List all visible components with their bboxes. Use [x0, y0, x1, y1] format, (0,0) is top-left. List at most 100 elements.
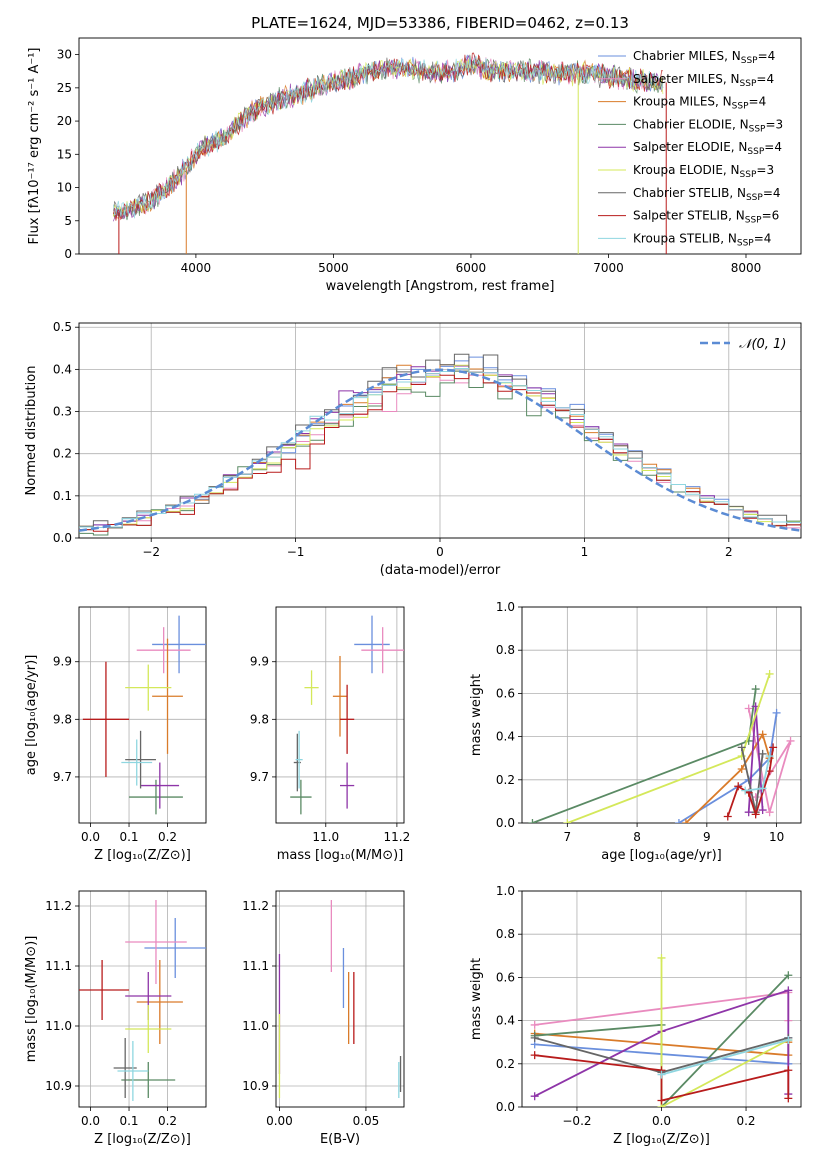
- weight-marker: [784, 1036, 793, 1045]
- weight-marker: [758, 806, 767, 815]
- x-tick-label: 0.0: [81, 830, 100, 844]
- y-tick-label: 0: [64, 247, 72, 261]
- weight-marker: [563, 819, 572, 823]
- y-tick-label: 0.0: [53, 531, 72, 545]
- spectrum-line: [113, 52, 664, 221]
- weight-marker: [758, 730, 767, 739]
- y-tick-label: 0.6: [496, 686, 515, 700]
- mass_age-chart: 11.0 11.2 9.7 9.8 9.9 mass [log₁₀(M/M⊙)]: [250, 606, 410, 863]
- z_mass-plot-area: [79, 900, 206, 1101]
- y-axis-label: mass [log₁₀(M/M⊙)]: [24, 936, 39, 1063]
- weight-marker: [530, 1051, 539, 1060]
- y-tick-label: 9.8: [250, 712, 269, 726]
- age_weight-plot-area: [528, 669, 795, 823]
- error-bar-point: [152, 615, 206, 674]
- y-tick-label: 9.9: [53, 655, 72, 669]
- x-tick-label: 8: [633, 830, 641, 844]
- x-tick-label: 9: [703, 830, 711, 844]
- x-axis-label: age [log₁₀(age/yr)]: [601, 848, 722, 863]
- spectrum-chart: 4000 5000 6000 7000 8000 0 5 10 15 20 25 30 waveleng…: [27, 37, 802, 294]
- weight-marker: [784, 1094, 793, 1103]
- weight-marker: [723, 812, 732, 821]
- weight-line: [566, 673, 771, 823]
- z_age-chart: 0.0 0.1 0.2 9.7 9.8 9.9 Z [log₁₀(Z/Z⊙)] age [lo…: [24, 606, 207, 863]
- weight-marker: [681, 819, 690, 823]
- error-bar-point: [136, 627, 191, 674]
- y-tick-label: 0.0: [496, 1100, 515, 1114]
- x-tick-label: 2: [725, 545, 733, 559]
- weight-marker: [751, 810, 760, 819]
- x-tick-label: 0.0: [81, 1114, 100, 1128]
- z_age-frame: [78, 606, 207, 824]
- z_mass-chart: 0.0 0.1 0.2 10.9 11.0 11.1 11.2 Z [log₁₀(Z/Z⊙)]…: [24, 890, 207, 1147]
- z_weight-plot-area: [530, 953, 793, 1107]
- legend-label: Salpeter STELIB, NSSP=6: [633, 209, 779, 226]
- x-tick-label: 10: [769, 830, 784, 844]
- y-axis-label: mass weight: [469, 674, 484, 756]
- y-tick-label: 10.9: [242, 1079, 269, 1093]
- y-tick-label: 0.0: [496, 816, 515, 830]
- weight-marker: [765, 669, 774, 678]
- spectrum-line: [113, 58, 664, 217]
- weight-marker: [734, 782, 743, 791]
- y-tick-label: 25: [57, 81, 72, 95]
- y-tick-label: 0.6: [496, 970, 515, 984]
- error-bar-point: [125, 1005, 172, 1053]
- y-tick-label: 0.1: [53, 489, 72, 503]
- x-tick-label: 6000: [456, 261, 487, 275]
- mass_age-frame: [275, 606, 405, 824]
- weight-marker: [657, 1070, 666, 1079]
- weight-marker: [744, 704, 753, 713]
- y-tick-label: 0.5: [53, 320, 72, 334]
- x-axis-label: Z [log₁₀(Z/Z⊙)]: [613, 1132, 710, 1147]
- x-tick-label: 8000: [731, 261, 762, 275]
- y-tick-label: 11.2: [45, 899, 72, 913]
- error-bar-point: [361, 627, 404, 674]
- x-tick-label: 0.2: [158, 830, 177, 844]
- y-tick-label: 9.8: [53, 712, 72, 726]
- y-tick-label: 9.7: [53, 770, 72, 784]
- x-tick-label: 0.1: [119, 1114, 138, 1128]
- error-bar-point: [354, 615, 390, 674]
- weight-marker: [758, 749, 767, 758]
- y-tick-label: 9.9: [250, 655, 269, 669]
- weight-marker: [751, 685, 760, 694]
- y-tick-label: 5: [64, 214, 72, 228]
- y-tick-label: 11.1: [242, 959, 269, 973]
- normal-curve: [79, 368, 801, 532]
- z_mass-frame: [78, 890, 207, 1108]
- y-tick-label: 11.2: [242, 899, 269, 913]
- y-tick-label: 0.4: [496, 730, 515, 744]
- x-tick-label: 0.2: [736, 1114, 755, 1128]
- y-tick-label: 20: [57, 114, 72, 128]
- y-tick-label: 30: [57, 48, 72, 62]
- weight-line: [532, 688, 757, 823]
- ebv_mass-plot-area: [278, 900, 402, 1098]
- x-tick-label: 0: [436, 545, 444, 559]
- residuals-chart: −2 −1 0 1 2 0.0 0.1 0.2 0.3 0.4 0.5 (data-model)/er…: [24, 320, 802, 578]
- x-tick-label: 11.0: [312, 830, 339, 844]
- error-bar-point: [136, 960, 183, 1044]
- legend-label: Chabrier STELIB, NSSP=4: [633, 186, 781, 203]
- y-axis-label: age [log₁₀(age/yr)]: [24, 655, 39, 776]
- weight-marker: [744, 808, 753, 817]
- ebv_mass-chart: 0.00 0.05 10.9 11.0 11.1 11.2 E(B-V): [242, 890, 405, 1147]
- x-tick-label: 0.2: [158, 1114, 177, 1128]
- x-tick-label: 4000: [181, 261, 212, 275]
- y-axis-label: mass weight: [469, 958, 484, 1040]
- y-tick-label: 0.4: [53, 362, 72, 376]
- y-tick-label: 15: [57, 147, 72, 161]
- weight-marker: [528, 819, 537, 823]
- error-bar-point: [82, 661, 130, 777]
- x-tick-label: 7: [564, 830, 572, 844]
- spectrum-line: [113, 56, 664, 219]
- error-bar-point: [121, 1062, 176, 1098]
- weight-marker: [737, 743, 746, 752]
- error-bar-point: [125, 900, 187, 984]
- legend-label: Kroupa STELIB, NSSP=4: [633, 231, 771, 248]
- legend-label: Chabrier ELODIE, NSSP=3: [633, 117, 783, 134]
- x-axis-label: (data-model)/error: [380, 563, 501, 578]
- weight-line: [660, 958, 789, 1107]
- figure-title: PLATE=1624, MJD=53386, FIBERID=0462, z=0…: [251, 14, 629, 32]
